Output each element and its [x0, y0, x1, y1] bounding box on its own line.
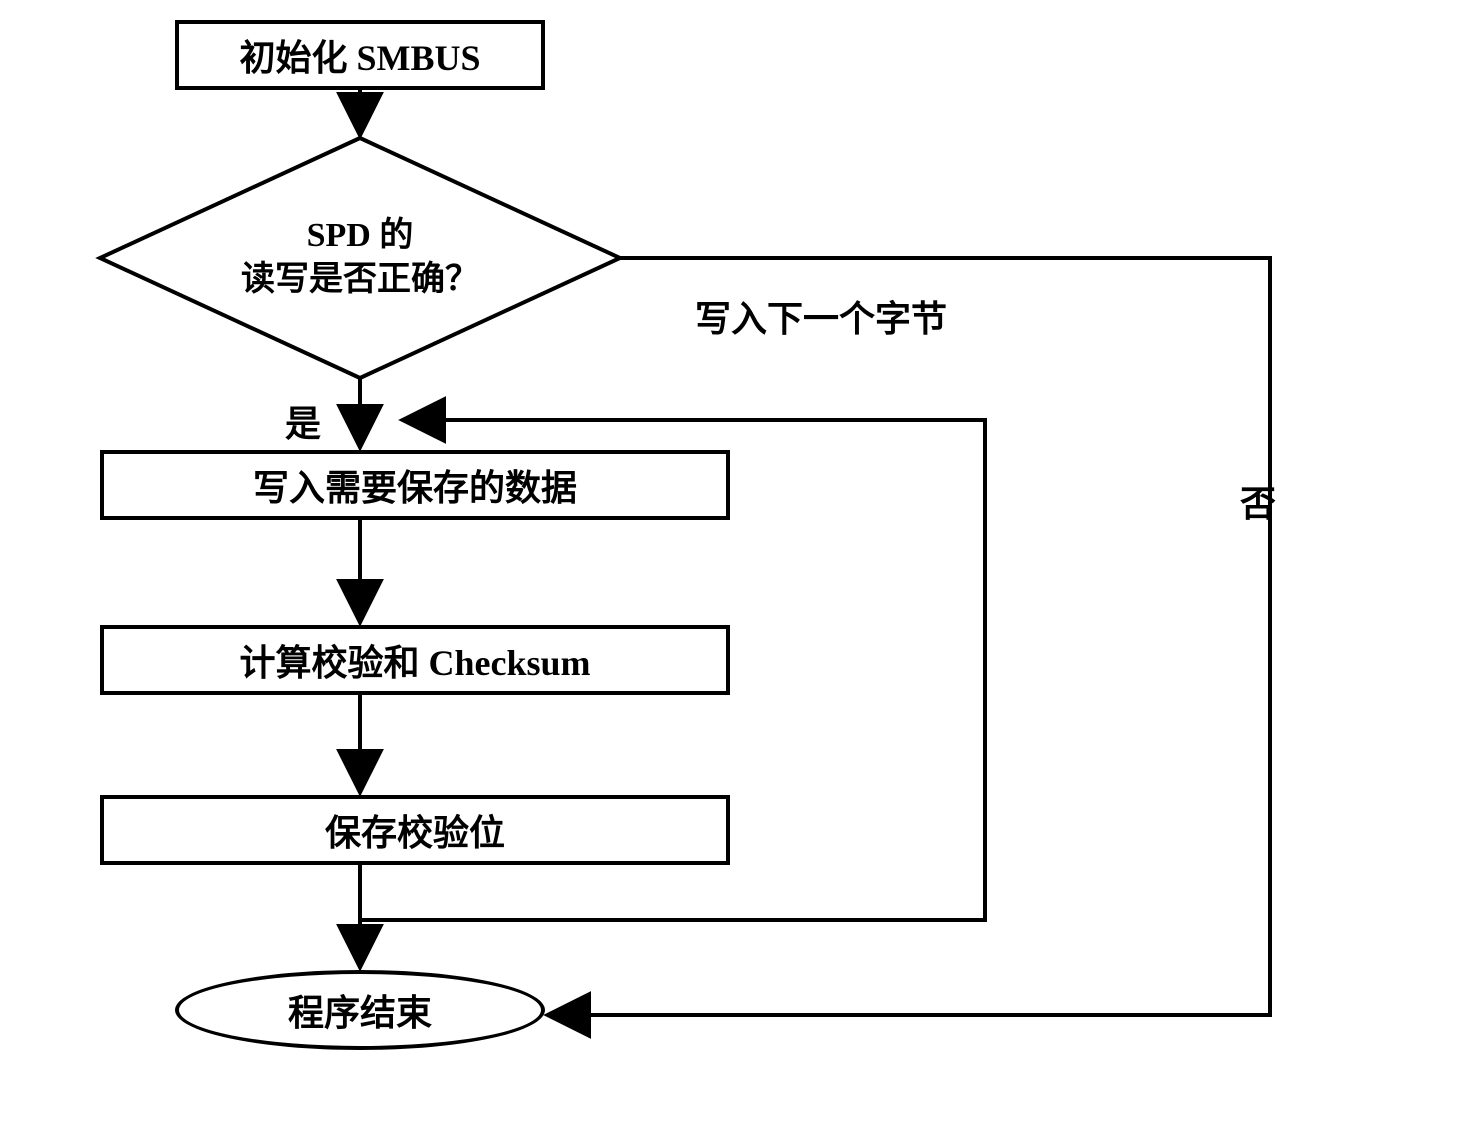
decision-line1: SPD 的 [307, 214, 414, 258]
node-decision: SPD 的 读写是否正确？ [180, 198, 540, 318]
node-write-data-label: 写入需要保存的数据 [253, 459, 577, 511]
node-end-label: 程序结束 [288, 984, 432, 1036]
label-no: 否 [1240, 475, 1276, 527]
node-save-parity: 保存校验位 [100, 795, 730, 865]
label-next-byte: 写入下一个字节 [695, 290, 947, 342]
node-checksum: 计算校验和 Checksum [100, 625, 730, 695]
edges-layer [0, 0, 1462, 1136]
label-yes: 是 [285, 395, 321, 447]
decision-line2: 读写是否正确？ [241, 258, 479, 302]
node-end: 程序结束 [175, 970, 545, 1050]
node-write-data: 写入需要保存的数据 [100, 450, 730, 520]
node-checksum-label: 计算校验和 Checksum [239, 634, 590, 686]
node-save-parity-label: 保存校验位 [325, 804, 505, 856]
node-init: 初始化 SMBUS [175, 20, 545, 90]
node-init-label: 初始化 SMBUS [239, 29, 480, 81]
flowchart-canvas: 初始化 SMBUS SPD 的 读写是否正确？ 写入需要保存的数据 计算校验和 … [0, 0, 1462, 1136]
